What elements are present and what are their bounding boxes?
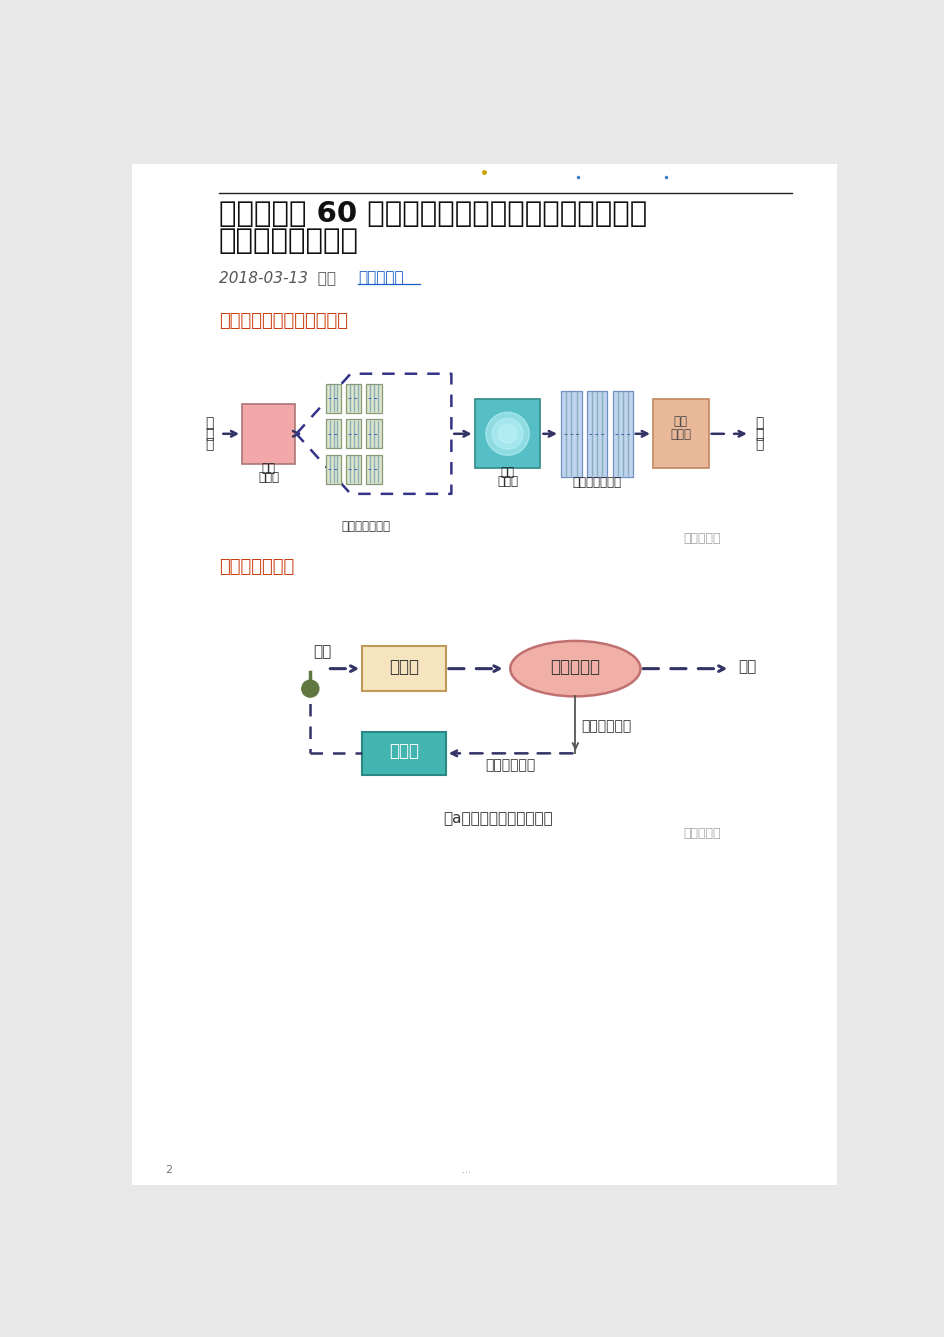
- Circle shape: [485, 412, 529, 456]
- Circle shape: [301, 681, 318, 697]
- Text: ...: ...: [462, 1165, 471, 1175]
- FancyBboxPatch shape: [474, 400, 540, 468]
- Text: 沉淀池: 沉淀池: [497, 476, 517, 488]
- Text: 沉淀池: 沉淀池: [258, 471, 278, 484]
- FancyBboxPatch shape: [346, 455, 362, 484]
- FancyBboxPatch shape: [326, 455, 341, 484]
- Text: 二次: 二次: [673, 414, 687, 428]
- Text: （a）再生段与吸附段分建: （a）再生段与吸附段分建: [443, 812, 552, 826]
- Circle shape: [497, 425, 516, 443]
- Text: 2: 2: [165, 1165, 172, 1175]
- Text: 进水: 进水: [313, 644, 331, 659]
- Text: 回流活性污泥: 回流活性污泥: [485, 758, 535, 773]
- FancyBboxPatch shape: [365, 455, 381, 484]
- FancyBboxPatch shape: [326, 384, 341, 413]
- FancyBboxPatch shape: [561, 390, 581, 477]
- Text: 第二级生物转盘: 第二级生物转盘: [572, 476, 621, 489]
- Text: 处: 处: [755, 416, 763, 431]
- Text: 初次: 初次: [261, 461, 276, 475]
- Text: 水处理部落: 水处理部落: [683, 826, 720, 840]
- FancyBboxPatch shape: [362, 733, 446, 774]
- Ellipse shape: [510, 640, 640, 697]
- Text: 一、生物转盘二级处理流程: 一、生物转盘二级处理流程: [219, 312, 347, 330]
- Text: 水处理部落: 水处理部落: [683, 532, 720, 544]
- FancyBboxPatch shape: [365, 420, 381, 448]
- Text: 水: 水: [205, 437, 213, 452]
- FancyBboxPatch shape: [326, 420, 341, 448]
- Text: 水: 水: [755, 437, 763, 452]
- FancyBboxPatch shape: [612, 390, 632, 477]
- FancyBboxPatch shape: [362, 646, 446, 691]
- FancyBboxPatch shape: [346, 384, 362, 413]
- Text: 剩余活性污泥: 剩余活性污泥: [581, 719, 632, 734]
- Text: 第一级生物转盘: 第一级生物转盘: [342, 520, 390, 533]
- Text: 再生池: 再生池: [389, 742, 418, 761]
- Text: 2018-03-13  菊长: 2018-03-13 菊长: [219, 270, 341, 285]
- FancyBboxPatch shape: [132, 164, 835, 1185]
- FancyBboxPatch shape: [365, 384, 381, 413]
- Text: 原: 原: [205, 416, 213, 431]
- FancyBboxPatch shape: [346, 420, 362, 448]
- Text: 污: 污: [205, 427, 213, 441]
- FancyBboxPatch shape: [586, 390, 606, 477]
- Text: 二次沉淀池: 二次沉淀池: [549, 659, 599, 677]
- FancyBboxPatch shape: [242, 404, 295, 464]
- Text: 中间: 中间: [500, 467, 514, 479]
- Text: 理: 理: [755, 427, 763, 441]
- Text: 吸附池: 吸附池: [389, 658, 418, 675]
- Text: 水处理部落: 水处理部落: [358, 270, 404, 285]
- FancyBboxPatch shape: [652, 400, 708, 468]
- Text: 沉淀池: 沉淀池: [669, 428, 691, 441]
- Text: 工艺，值得一看！: 工艺，值得一看！: [219, 227, 359, 255]
- Circle shape: [492, 418, 523, 449]
- Text: 出水: 出水: [737, 659, 755, 675]
- Text: 二、生物吸附法: 二、生物吸附法: [219, 559, 294, 576]
- Text: 太全了！近 60 种污水、废水处理工艺流程图及典型: 太全了！近 60 种污水、废水处理工艺流程图及典型: [219, 201, 647, 229]
